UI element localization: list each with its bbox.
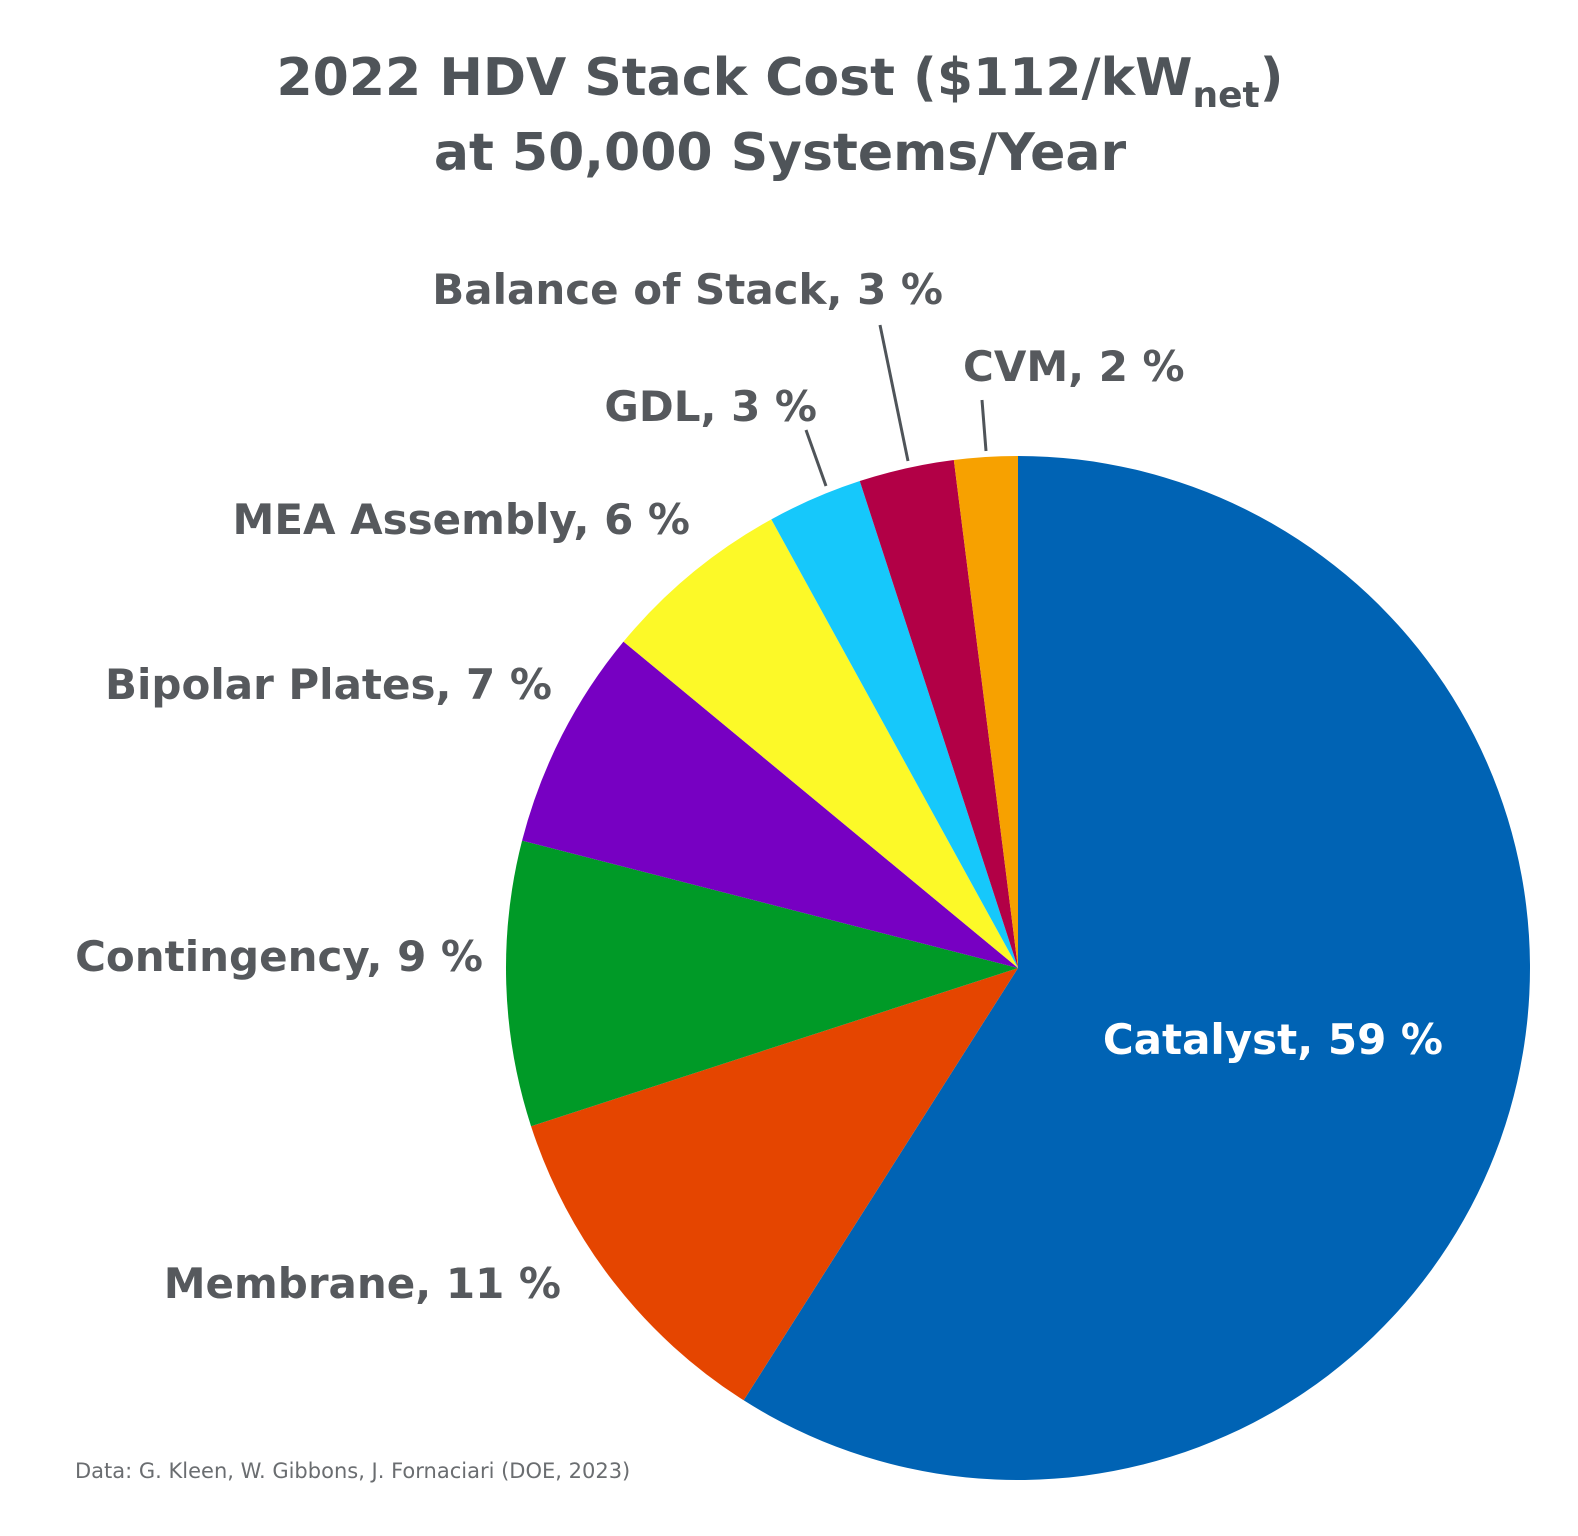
leader-line-cvm	[980, 399, 988, 452]
source-note: Data: G. Kleen, W. Gibbons, J. Fornaciar…	[75, 1459, 630, 1483]
data-label-mea-assembly: MEA Assembly, 6 %	[233, 495, 690, 544]
pie-slice-membrane	[531, 968, 1018, 1401]
data-label-contingency: Contingency, 9 %	[75, 932, 483, 981]
chart-subtitle: at 50,000 Systems/Year	[434, 123, 1127, 183]
data-label-balance-of-stack: Balance of Stack, 3 %	[432, 265, 943, 314]
data-label-catalyst: Catalyst, 59 %	[1103, 1015, 1443, 1064]
pie-slice-gdl	[771, 481, 1018, 968]
pie-slice-catalyst	[743, 456, 1530, 1480]
pie-slice-mea-assembly	[623, 519, 1018, 968]
pie-slice-balance-of-stack	[859, 460, 1018, 968]
title-subscript: net	[1192, 75, 1259, 116]
pie-slices	[506, 456, 1530, 1480]
leader-line-gdl	[804, 429, 828, 487]
data-label-membrane: Membrane, 11 %	[164, 1259, 561, 1308]
pie-slice-contingency	[506, 840, 1018, 1127]
pie-slice-cvm	[953, 456, 1018, 968]
chart-title: 2022 HDV Stack Cost ($112/kWnet)	[276, 48, 1283, 116]
data-label-cvm: CVM, 2 %	[963, 342, 1185, 391]
data-label-gdl: GDL, 3 %	[604, 382, 817, 431]
data-label-bipolar-plates: Bipolar Plates, 7 %	[105, 660, 552, 709]
pie-slice-bipolar-plates	[522, 641, 1018, 968]
leader-line-balance-of-stack	[878, 324, 910, 462]
